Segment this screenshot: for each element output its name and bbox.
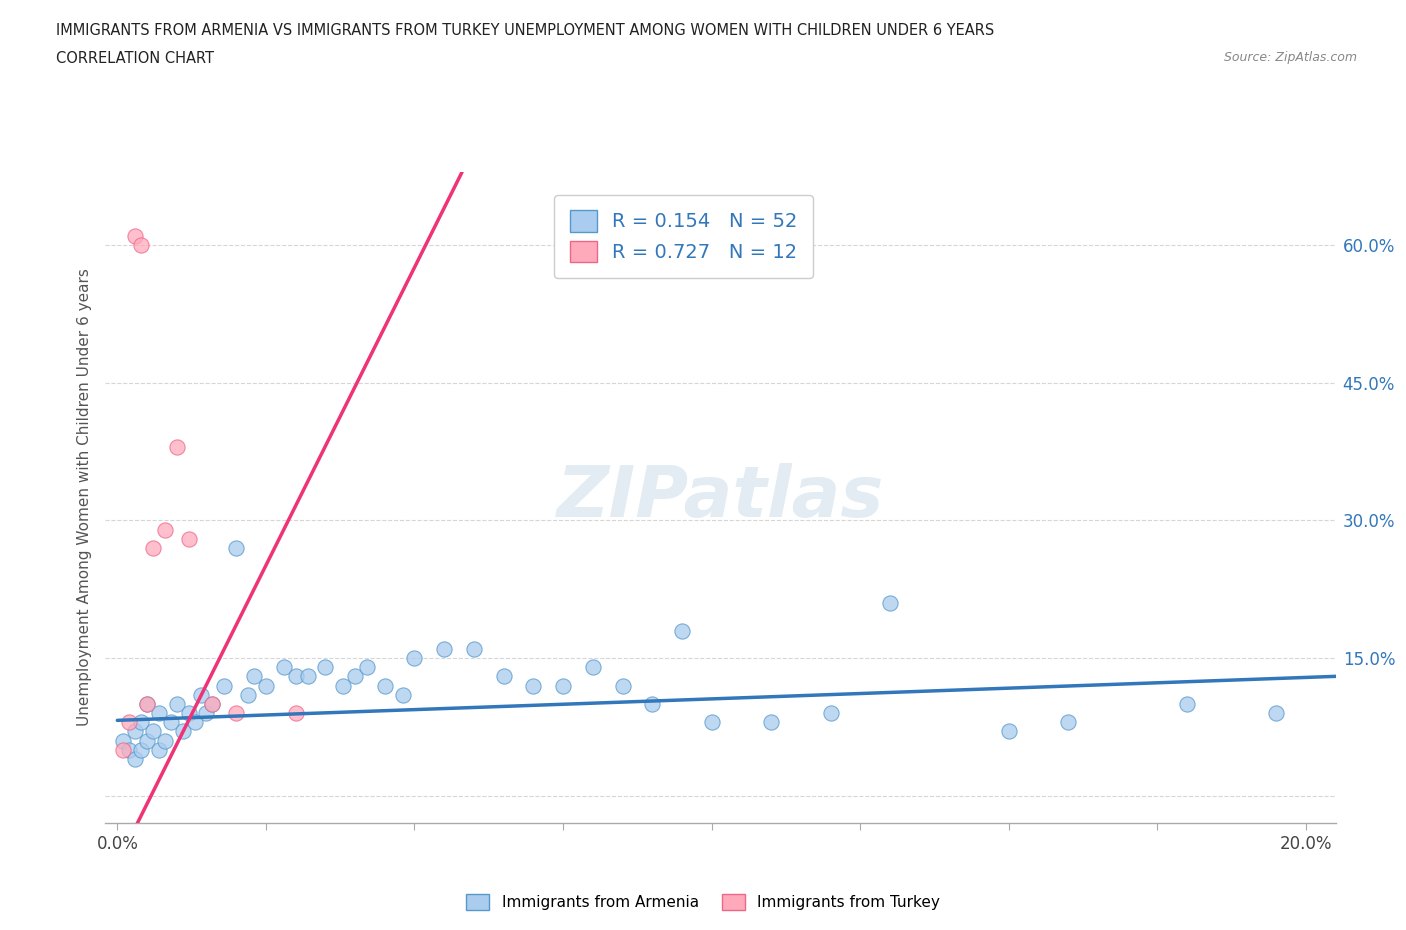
- Point: [759, 715, 782, 730]
- Point: [153, 523, 176, 538]
- Text: ZIPatlas: ZIPatlas: [557, 463, 884, 532]
- Point: [112, 733, 135, 748]
- Point: [129, 238, 152, 253]
- Point: [820, 706, 842, 721]
- Y-axis label: Unemployment Among Women with Children Under 6 years: Unemployment Among Women with Children U…: [77, 269, 93, 726]
- Point: [297, 669, 319, 684]
- Point: [879, 595, 901, 610]
- Point: [582, 659, 605, 674]
- Point: [522, 678, 544, 693]
- Point: [284, 706, 307, 721]
- Legend: R = 0.154   N = 52, R = 0.727   N = 12: R = 0.154 N = 52, R = 0.727 N = 12: [554, 194, 813, 278]
- Point: [112, 742, 135, 757]
- Point: [700, 715, 723, 730]
- Point: [391, 687, 413, 702]
- Point: [136, 697, 159, 711]
- Point: [166, 697, 188, 711]
- Point: [332, 678, 354, 693]
- Text: CORRELATION CHART: CORRELATION CHART: [56, 51, 214, 66]
- Point: [1175, 697, 1198, 711]
- Point: [195, 706, 218, 721]
- Point: [177, 706, 200, 721]
- Point: [201, 697, 224, 711]
- Point: [612, 678, 634, 693]
- Point: [129, 715, 152, 730]
- Point: [166, 440, 188, 455]
- Point: [236, 687, 259, 702]
- Point: [1057, 715, 1080, 730]
- Point: [142, 540, 165, 555]
- Point: [183, 715, 205, 730]
- Point: [136, 697, 159, 711]
- Point: [129, 742, 152, 757]
- Point: [136, 733, 159, 748]
- Point: [404, 651, 426, 666]
- Point: [433, 642, 456, 657]
- Point: [214, 678, 236, 693]
- Point: [124, 724, 146, 738]
- Point: [148, 742, 170, 757]
- Point: [142, 724, 165, 738]
- Point: [153, 733, 176, 748]
- Point: [492, 669, 515, 684]
- Point: [273, 659, 295, 674]
- Point: [225, 540, 247, 555]
- Point: [671, 623, 693, 638]
- Point: [201, 697, 224, 711]
- Point: [314, 659, 336, 674]
- Point: [998, 724, 1021, 738]
- Point: [243, 669, 266, 684]
- Text: Source: ZipAtlas.com: Source: ZipAtlas.com: [1223, 51, 1357, 64]
- Point: [124, 229, 146, 244]
- Point: [118, 715, 141, 730]
- Point: [190, 687, 212, 702]
- Point: [148, 706, 170, 721]
- Legend: Immigrants from Armenia, Immigrants from Turkey: Immigrants from Armenia, Immigrants from…: [458, 886, 948, 918]
- Point: [172, 724, 194, 738]
- Point: [124, 751, 146, 766]
- Point: [356, 659, 378, 674]
- Point: [254, 678, 277, 693]
- Point: [344, 669, 367, 684]
- Point: [463, 642, 485, 657]
- Point: [177, 531, 200, 546]
- Point: [1265, 706, 1288, 721]
- Point: [284, 669, 307, 684]
- Point: [118, 742, 141, 757]
- Point: [225, 706, 247, 721]
- Point: [641, 697, 664, 711]
- Text: IMMIGRANTS FROM ARMENIA VS IMMIGRANTS FROM TURKEY UNEMPLOYMENT AMONG WOMEN WITH : IMMIGRANTS FROM ARMENIA VS IMMIGRANTS FR…: [56, 23, 994, 38]
- Point: [374, 678, 396, 693]
- Point: [159, 715, 181, 730]
- Point: [551, 678, 574, 693]
